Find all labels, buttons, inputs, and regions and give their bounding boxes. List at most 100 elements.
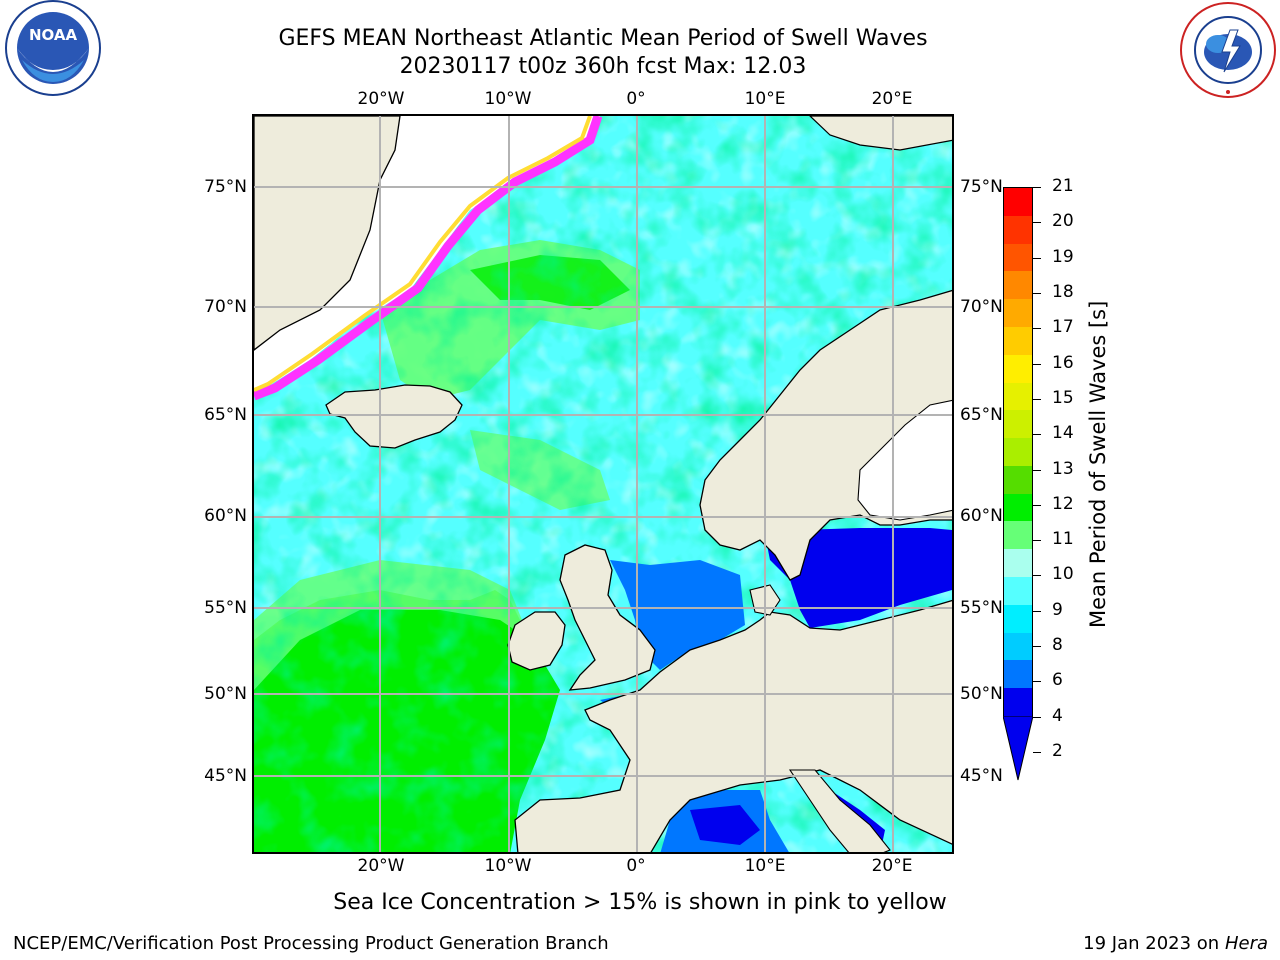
colorbar-segment [1004, 660, 1032, 689]
colorbar-segment [1004, 604, 1032, 634]
colorbar-tick-label: 14 [1052, 423, 1074, 444]
colorbar-tick-mark [1033, 257, 1041, 259]
colorbar-tick-label: 15 [1052, 387, 1074, 408]
colorbar-tick-mark [1033, 752, 1041, 753]
colorbar-tick-label: 17 [1052, 317, 1074, 338]
sea-ice-edge-inner [254, 116, 592, 392]
colorbar-tick-mark [1033, 575, 1041, 577]
colorbar-extend-arrow [1003, 716, 1033, 781]
colorbar-segment [1004, 549, 1032, 578]
lon-label-bottom-0: 0° [626, 856, 646, 876]
colorbar-tick-mark [1033, 292, 1041, 294]
colorbar-tick-mark [1033, 187, 1041, 188]
colorbar-segment [1004, 688, 1032, 717]
lat-label-left-45n: 45°N [204, 766, 247, 786]
lon-label-top-0: 0° [626, 89, 646, 109]
colorbar-tick-label: 2 [1052, 741, 1063, 761]
lat-label-right-65n: 65°N [960, 405, 1003, 425]
lat-label-right-50n: 50°N [960, 684, 1003, 704]
colorbar-tick-label: 9 [1052, 599, 1063, 620]
colorbar-tick-label: 19 [1052, 246, 1074, 267]
colorbar-segment [1004, 354, 1032, 384]
colorbar-tick-label: 20 [1052, 211, 1074, 232]
nws-logo [1178, 0, 1278, 100]
gulf-of-bothnia-ice-white [857, 399, 952, 521]
colorbar-segment [1004, 382, 1032, 411]
swell-zone-dark-blue-baltic [766, 528, 952, 628]
colorbar-segment [1004, 410, 1032, 439]
colorbar-segment [1004, 521, 1032, 550]
swell-period-map [252, 114, 954, 854]
colorbar-segment [1004, 438, 1032, 467]
colorbar-tick-mark [1033, 716, 1041, 718]
colorbar-segment [1004, 326, 1032, 356]
lat-label-left-75n: 75°N [204, 177, 247, 197]
colorbar-segment [1004, 577, 1032, 606]
europe-land [514, 599, 952, 852]
colorbar [1003, 187, 1033, 717]
noaa-logo: NOAA [2, 0, 104, 100]
noaa-logo-text: NOAA [29, 26, 78, 44]
colorbar-tick-mark [1033, 610, 1041, 612]
footer-credit: NCEP/EMC/Verification Post Processing Pr… [13, 933, 609, 954]
colorbar-tick-mark [1033, 646, 1041, 648]
lon-label-bottom-10e: 10°E [744, 856, 786, 876]
chart-title-line2: 20230117 t00z 360h fcst Max: 12.03 [399, 54, 807, 79]
lon-label-bottom-10w: 10°W [484, 856, 532, 876]
greenland-land [254, 116, 401, 351]
colorbar-tick-mark [1033, 328, 1041, 330]
colorbar-segment [1004, 299, 1032, 328]
svalbard-land [809, 116, 952, 151]
colorbar-tick-label: 12 [1052, 493, 1074, 514]
lat-label-left-60n: 60°N [204, 506, 247, 526]
colorbar-tick-mark [1033, 363, 1041, 365]
colorbar-tick-mark [1033, 681, 1041, 683]
colorbar-segment [1004, 243, 1032, 272]
lat-label-right-45n: 45°N [960, 766, 1003, 786]
lon-label-top-20w: 20°W [357, 89, 405, 109]
colorbar-segment [1004, 271, 1032, 300]
colorbar-segment [1004, 493, 1032, 522]
footer-date-text: 19 Jan 2023 on [1083, 933, 1225, 954]
chart-title-line1: GEFS MEAN Northeast Atlantic Mean Period… [278, 26, 928, 51]
colorbar-tick-mark [1033, 469, 1041, 471]
colorbar-tick-mark [1033, 398, 1041, 400]
graticule [254, 116, 952, 852]
footer-date: 19 Jan 2023 on Hera [1083, 933, 1268, 954]
colorbar-title: Mean Period of Swell Waves [s] [1086, 300, 1110, 628]
colorbar-tick-label: 11 [1052, 529, 1074, 550]
colorbar-segment [1004, 188, 1032, 217]
colorbar-tick-label: 10 [1052, 564, 1074, 585]
lon-label-top-20e: 20°E [871, 89, 913, 109]
lon-label-bottom-20e: 20°E [871, 856, 913, 876]
colorbar-segment [1004, 465, 1032, 495]
lat-label-right-75n: 75°N [960, 177, 1003, 197]
lat-label-right-55n: 55°N [960, 598, 1003, 618]
colorbar-tick-label: 21 [1052, 176, 1074, 196]
colorbar-tick-label: 13 [1052, 458, 1074, 479]
colorbar-tick-label: 18 [1052, 281, 1074, 302]
lon-label-top-10e: 10°E [744, 89, 786, 109]
lat-label-left-50n: 50°N [204, 684, 247, 704]
colorbar-tick-mark [1033, 540, 1041, 542]
italy-land [788, 769, 891, 852]
great-britain-land [559, 544, 656, 691]
colorbar-segment [1004, 632, 1032, 661]
colorbar-tick-mark [1033, 222, 1041, 224]
colorbar-segment [1004, 215, 1032, 245]
swell-zone-dark-blue-tyrrhenian [690, 805, 760, 845]
colorbar-tick-label: 16 [1052, 352, 1074, 373]
sea-ice-caption: Sea Ice Concentration > 15% is shown in … [333, 890, 947, 915]
lon-label-top-10w: 10°W [484, 89, 532, 109]
colorbar-tick-label: 4 [1052, 705, 1063, 726]
lat-label-left-55n: 55°N [204, 598, 247, 618]
colorbar-tick-mark [1033, 434, 1041, 436]
lat-label-left-70n: 70°N [204, 297, 247, 317]
colorbar-tick-label: 8 [1052, 635, 1063, 656]
colorbar-tick-mark [1033, 504, 1041, 506]
colorbar-tick-label: 6 [1052, 670, 1063, 691]
lat-label-right-70n: 70°N [960, 297, 1003, 317]
lat-label-right-60n: 60°N [960, 506, 1003, 526]
iceland-land [325, 384, 463, 449]
sea-ice-edge [254, 116, 603, 401]
